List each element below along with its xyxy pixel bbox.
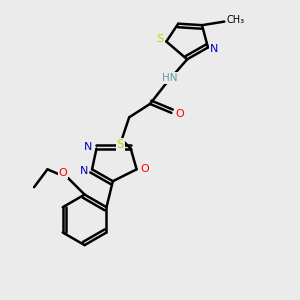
Text: S: S bbox=[156, 34, 164, 44]
Text: O: O bbox=[175, 109, 184, 119]
Text: N: N bbox=[210, 44, 219, 54]
Text: O: O bbox=[58, 168, 67, 178]
Text: S: S bbox=[117, 138, 124, 152]
Text: N: N bbox=[80, 166, 88, 176]
Text: HN: HN bbox=[162, 73, 178, 83]
Text: N: N bbox=[84, 142, 92, 152]
Text: CH₃: CH₃ bbox=[226, 15, 245, 25]
Text: O: O bbox=[141, 164, 149, 174]
